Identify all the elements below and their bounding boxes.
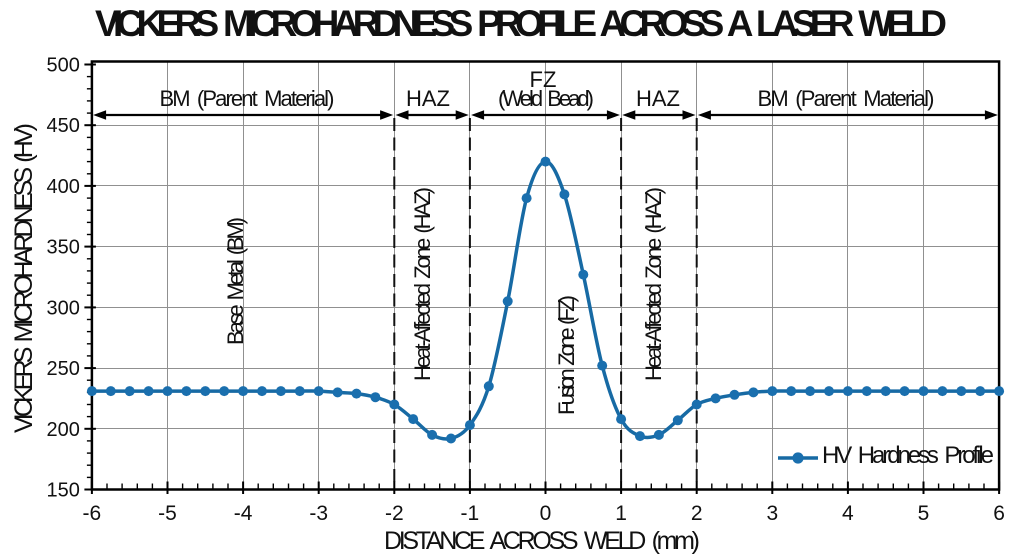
svg-text:HAZ: HAZ [406, 86, 450, 111]
svg-text:300: 300 [47, 297, 80, 319]
svg-text:3: 3 [766, 502, 778, 525]
svg-text:250: 250 [47, 358, 80, 380]
svg-text:Base Metal (BM): Base Metal (BM) [223, 217, 248, 345]
svg-text:450: 450 [47, 115, 80, 137]
svg-text:-2: -2 [385, 502, 404, 525]
svg-text:-1: -1 [461, 502, 480, 525]
svg-text:-4: -4 [234, 502, 253, 525]
svg-text:6: 6 [993, 502, 1005, 525]
svg-text:4: 4 [842, 502, 854, 525]
svg-text:0: 0 [540, 502, 552, 525]
svg-text:200: 200 [47, 419, 80, 441]
svg-text:Heat-Affected Zone (HAZ): Heat-Affected Zone (HAZ) [641, 187, 666, 381]
svg-text:5: 5 [918, 502, 930, 525]
svg-text:DISTANCE ACROSS WELD (mm): DISTANCE ACROSS WELD (mm) [384, 527, 700, 555]
svg-text:2: 2 [691, 502, 703, 525]
svg-text:VICKERS MICROHARDNESS PROFILE: VICKERS MICROHARDNESS PROFILE ACROSS A L… [95, 3, 947, 44]
svg-text:VICKERS MICROHARDNESS (HV): VICKERS MICROHARDNESS (HV) [10, 123, 38, 433]
svg-text:Heat-Affected Zone (HAZ): Heat-Affected Zone (HAZ) [410, 187, 435, 381]
svg-text:350: 350 [47, 237, 80, 259]
svg-text:1: 1 [615, 502, 627, 525]
svg-text:Fusion Zone (FZ): Fusion Zone (FZ) [554, 295, 579, 415]
svg-text:HV Hardness Profile: HV Hardness Profile [822, 442, 994, 469]
svg-text:400: 400 [47, 176, 80, 198]
svg-text:FZ: FZ [530, 67, 557, 92]
svg-text:BM (Parent Material): BM (Parent Material) [160, 86, 335, 111]
svg-text:-3: -3 [309, 502, 328, 525]
svg-text:150: 150 [47, 480, 80, 502]
svg-text:500: 500 [47, 55, 80, 77]
svg-text:-6: -6 [83, 502, 102, 525]
svg-text:(Weld Bead): (Weld Bead) [498, 86, 594, 111]
svg-text:-5: -5 [158, 502, 177, 525]
svg-text:BM (Parent Material): BM (Parent Material) [758, 86, 935, 111]
svg-text:HAZ: HAZ [636, 86, 680, 111]
